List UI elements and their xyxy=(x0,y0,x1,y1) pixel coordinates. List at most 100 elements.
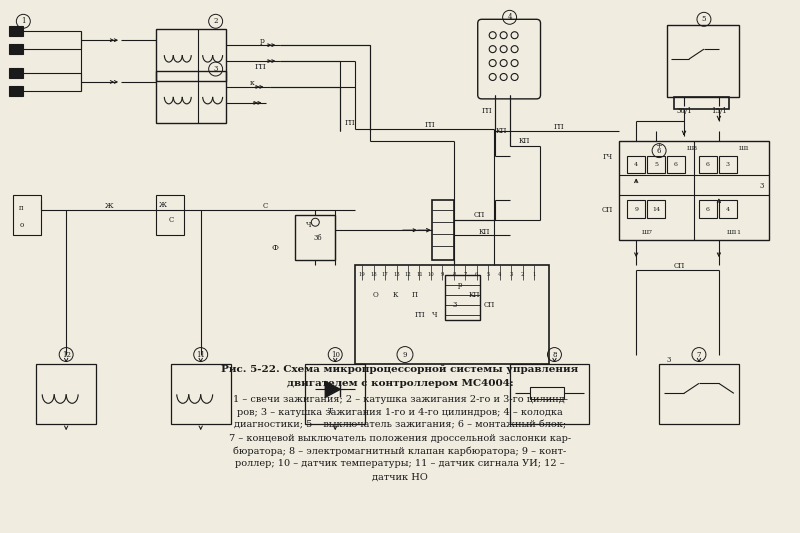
Text: Ж: Ж xyxy=(159,201,167,209)
Text: Ф: Ф xyxy=(272,244,279,252)
Text: 14: 14 xyxy=(652,207,660,212)
Text: СП: СП xyxy=(674,262,685,270)
Text: СП: СП xyxy=(484,301,495,309)
Text: 15/1: 15/1 xyxy=(711,107,727,115)
Text: К: К xyxy=(392,291,398,299)
Text: 6: 6 xyxy=(706,207,710,212)
Bar xyxy=(627,156,645,173)
Text: 5: 5 xyxy=(702,15,706,23)
Bar xyxy=(667,25,739,97)
Text: 9: 9 xyxy=(402,351,407,359)
Text: к: к xyxy=(250,79,255,87)
Text: 3б: 3б xyxy=(314,234,322,242)
Text: 6: 6 xyxy=(475,272,478,278)
Bar xyxy=(445,275,480,320)
Text: 10: 10 xyxy=(330,351,340,359)
Text: П: П xyxy=(412,291,418,299)
Text: СП: СП xyxy=(602,206,613,214)
Text: КП: КП xyxy=(469,291,481,299)
Text: С: С xyxy=(168,216,174,224)
Text: 2: 2 xyxy=(214,17,218,25)
Text: КП: КП xyxy=(519,136,530,144)
Text: 9: 9 xyxy=(441,272,444,278)
Bar xyxy=(170,365,230,424)
Text: 1 – свечи зажигания; 2 – катушка зажигания 2-го и 3-го цилинд-: 1 – свечи зажигания; 2 – катушка зажиган… xyxy=(233,395,567,404)
Bar xyxy=(156,196,184,235)
Text: ГП: ГП xyxy=(554,123,565,131)
Text: 4: 4 xyxy=(507,13,512,21)
Text: 5: 5 xyxy=(486,272,490,278)
Bar xyxy=(627,200,645,218)
Text: 1: 1 xyxy=(21,17,26,25)
Bar xyxy=(647,156,665,173)
Text: о: о xyxy=(19,221,23,229)
Bar xyxy=(295,215,335,260)
Text: р: р xyxy=(458,281,462,289)
Bar xyxy=(510,365,590,424)
Text: 3: 3 xyxy=(453,301,457,309)
Text: 11: 11 xyxy=(196,351,205,359)
Text: 7: 7 xyxy=(463,272,467,278)
Text: 19: 19 xyxy=(358,272,366,278)
Text: 12: 12 xyxy=(405,272,411,278)
Text: ГП: ГП xyxy=(254,63,266,71)
Text: 9: 9 xyxy=(634,207,638,212)
Text: 4: 4 xyxy=(634,162,638,167)
Text: 2: 2 xyxy=(521,272,524,278)
Bar xyxy=(10,68,23,78)
Bar xyxy=(156,29,226,81)
Text: двигателем с контроллером МС4004:: двигателем с контроллером МС4004: xyxy=(286,379,514,388)
Text: 3: 3 xyxy=(510,272,513,278)
Bar xyxy=(667,156,685,173)
Text: 8: 8 xyxy=(552,351,557,359)
Text: 7 – концевой выключатель положения дроссельной заслонки кар-: 7 – концевой выключатель положения дросс… xyxy=(229,434,571,442)
Text: 8: 8 xyxy=(452,272,455,278)
Text: Ч: Ч xyxy=(432,311,438,319)
Text: 5: 5 xyxy=(654,162,658,167)
Text: КП: КП xyxy=(496,127,507,135)
Bar xyxy=(719,156,737,173)
Text: ГП: ГП xyxy=(414,311,426,319)
Text: С: С xyxy=(263,203,268,211)
Text: 3: 3 xyxy=(214,65,218,73)
Text: 3: 3 xyxy=(759,182,764,190)
Bar xyxy=(699,156,717,173)
Bar xyxy=(619,141,769,240)
Text: 4: 4 xyxy=(498,272,502,278)
Text: 3: 3 xyxy=(726,162,730,167)
Bar xyxy=(719,200,737,218)
Bar xyxy=(647,200,665,218)
Text: Ш8: Ш8 xyxy=(686,146,698,151)
Text: 7: 7 xyxy=(697,351,702,359)
Text: 10: 10 xyxy=(427,272,434,278)
Text: 3: 3 xyxy=(667,356,671,364)
Text: 11: 11 xyxy=(416,272,423,278)
Bar xyxy=(699,200,717,218)
Bar xyxy=(530,387,565,399)
Text: роллер; 10 – датчик температуры; 11 – датчик сигнала УИ; 12 –: роллер; 10 – датчик температуры; 11 – да… xyxy=(235,459,565,469)
Bar xyxy=(156,71,226,123)
Text: Т: Т xyxy=(328,407,333,415)
Bar xyxy=(659,365,739,424)
Bar xyxy=(14,196,42,235)
Text: ГП: ГП xyxy=(345,119,355,127)
Text: СП: СП xyxy=(474,211,486,219)
Text: р: р xyxy=(260,37,265,45)
Text: ГП: ГП xyxy=(482,107,492,115)
Text: 6: 6 xyxy=(674,162,678,167)
Text: О: О xyxy=(372,291,378,299)
Bar xyxy=(674,97,729,109)
Text: 30/1: 30/1 xyxy=(676,107,692,115)
Text: Ш1: Ш1 xyxy=(738,146,750,151)
Bar xyxy=(10,44,23,54)
Bar xyxy=(355,265,550,365)
Text: КП: КП xyxy=(479,228,490,236)
Text: диагностики; 5 – выключатель зажигания; 6 – монтажный блок;: диагностики; 5 – выключатель зажигания; … xyxy=(234,421,566,430)
Text: 17: 17 xyxy=(382,272,389,278)
Text: Ш11: Ш11 xyxy=(726,230,742,235)
Text: Ш7: Ш7 xyxy=(642,230,653,235)
Text: ров; 3 – катушка зажигания 1-го и 4-го цилиндров; 4 – колодка: ров; 3 – катушка зажигания 1-го и 4-го ц… xyxy=(237,408,563,417)
Polygon shape xyxy=(326,382,340,397)
Text: +: + xyxy=(656,142,662,150)
Text: Ч: Ч xyxy=(306,221,311,229)
